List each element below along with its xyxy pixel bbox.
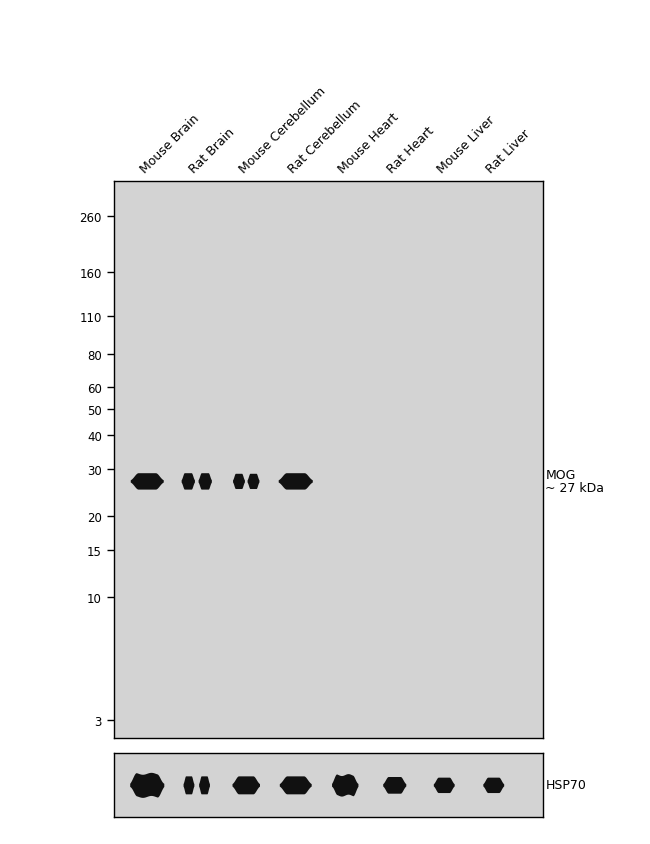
Text: Rat Brain: Rat Brain [187, 126, 237, 176]
Text: Mouse Heart: Mouse Heart [335, 111, 401, 176]
Text: Rat Liver: Rat Liver [484, 127, 533, 176]
Text: Rat Heart: Rat Heart [385, 124, 437, 176]
Text: Mouse Cerebellum: Mouse Cerebellum [237, 84, 328, 176]
Text: MOG: MOG [545, 468, 576, 481]
Text: HSP70: HSP70 [545, 778, 586, 792]
Text: ~ 27 kDa: ~ 27 kDa [545, 481, 605, 495]
Text: Mouse Liver: Mouse Liver [435, 113, 497, 176]
Text: Mouse Brain: Mouse Brain [138, 112, 202, 176]
Text: Rat Cerebellum: Rat Cerebellum [286, 98, 364, 176]
